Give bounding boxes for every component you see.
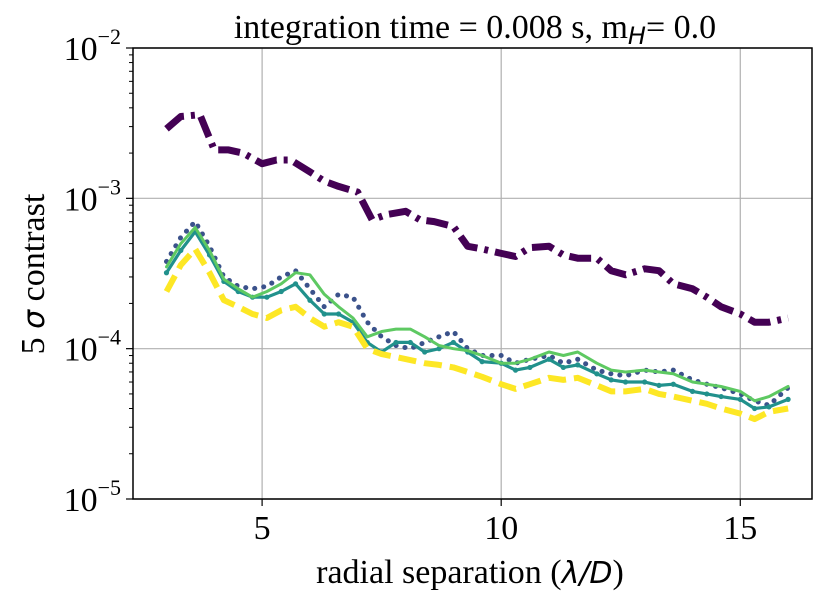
series-point xyxy=(718,393,724,400)
series-point xyxy=(594,371,600,377)
x-tick-label: 10 xyxy=(484,510,518,547)
series-line xyxy=(164,111,789,326)
series-0 xyxy=(164,111,789,326)
series-point xyxy=(766,404,772,410)
series-point xyxy=(479,359,485,365)
series-point xyxy=(307,297,313,303)
series-point xyxy=(512,367,519,373)
series-point xyxy=(407,339,413,346)
x-axis-label: radial separation (λ/D) xyxy=(316,554,624,591)
series-point xyxy=(656,382,662,388)
series-point xyxy=(178,247,184,254)
series-point xyxy=(450,339,456,346)
series-point xyxy=(737,396,743,402)
series-point xyxy=(575,362,581,368)
series-point xyxy=(264,294,270,300)
series-point xyxy=(321,311,327,317)
y-tick-label: 10−3 xyxy=(64,174,121,218)
x-tick-label: 5 xyxy=(254,510,271,547)
y-axis-label: 5 σ contrast xyxy=(15,193,52,354)
series-1 xyxy=(164,219,791,408)
series-point xyxy=(689,388,696,394)
series-point xyxy=(670,381,676,387)
series-3 xyxy=(165,226,790,403)
series-4 xyxy=(163,246,789,423)
y-tick-label: 10−4 xyxy=(64,325,121,369)
y-tick-label: 10−2 xyxy=(64,24,121,68)
series-point xyxy=(393,339,399,346)
chart-title: integration time = 0.008 s, mH= 0.0 xyxy=(234,9,716,50)
series-line xyxy=(163,246,789,423)
series-point xyxy=(704,391,710,397)
x-tick-label: 15 xyxy=(723,510,757,547)
series-point xyxy=(163,270,170,276)
ticks: 5 10 15 10−5 10−4 10−3 10−2 xyxy=(64,24,758,547)
series-line xyxy=(164,219,791,408)
series-point xyxy=(608,377,614,383)
series-point xyxy=(422,349,428,355)
plot-frame xyxy=(132,47,813,500)
series-point xyxy=(527,364,533,371)
series-point xyxy=(642,379,648,385)
series-line xyxy=(165,226,790,403)
series-layer xyxy=(163,111,791,423)
series-point xyxy=(278,288,284,295)
series-point xyxy=(336,311,342,317)
y-tick-label: 10−5 xyxy=(64,475,121,519)
series-point xyxy=(622,379,629,385)
series-point xyxy=(292,281,299,287)
series-point xyxy=(785,396,791,402)
series-point xyxy=(546,356,552,362)
series-point xyxy=(436,346,442,352)
series-point xyxy=(752,405,758,412)
series-point xyxy=(560,364,566,371)
